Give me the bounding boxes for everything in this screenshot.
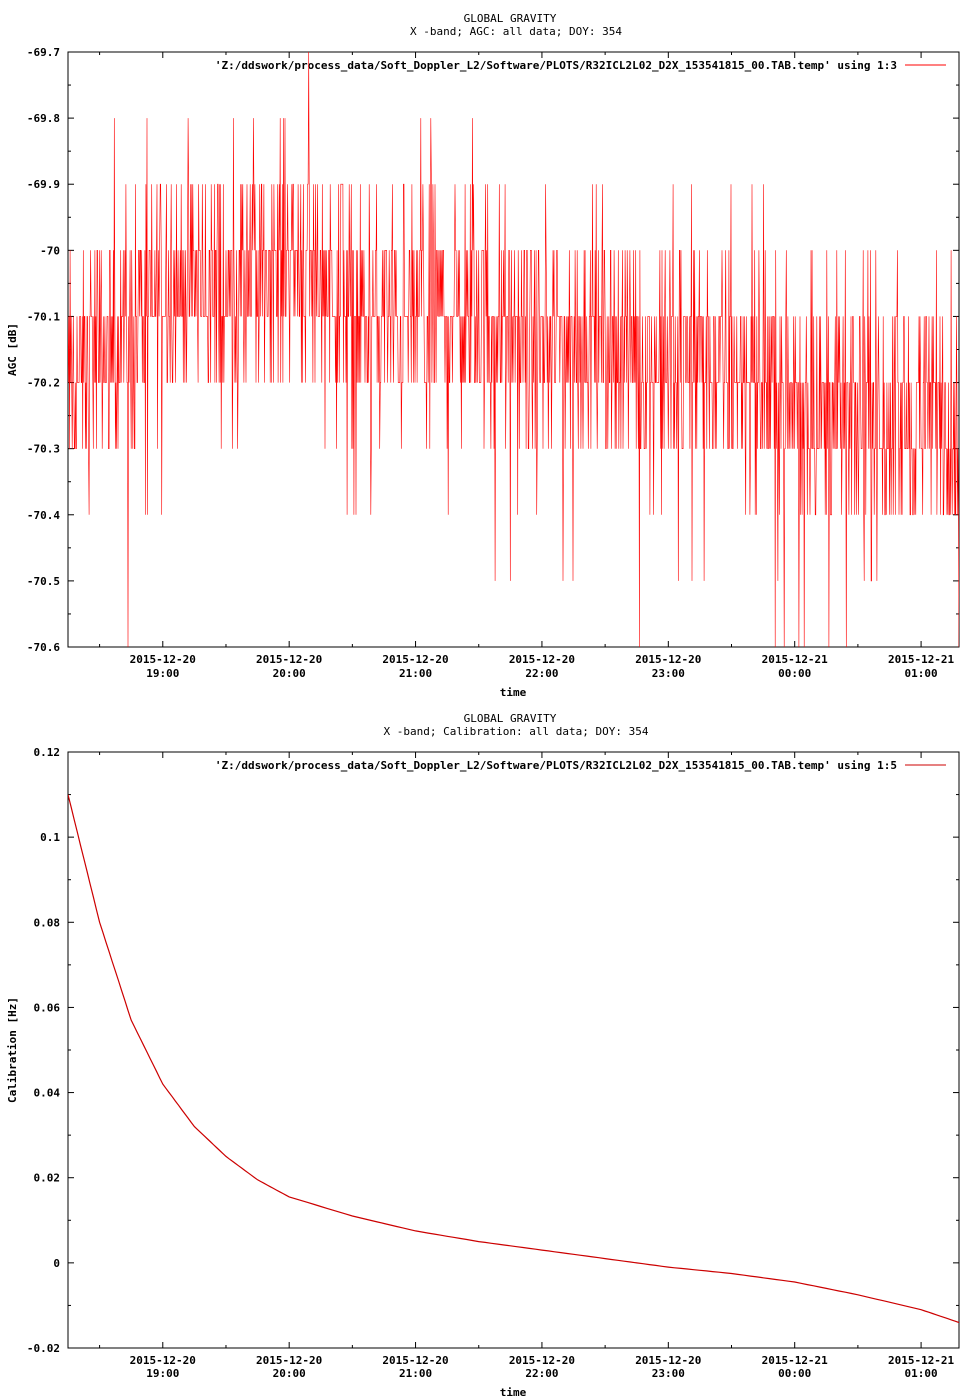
y-tick-label: 0.02: [34, 1172, 61, 1185]
legend-label: 'Z:/ddswork/process_data/Soft_Doppler_L2…: [215, 759, 897, 772]
x-tick-time: 21:00: [399, 667, 432, 680]
y-tick-label: -70.1: [27, 310, 60, 323]
x-tick-time: 23:00: [652, 1367, 685, 1380]
x-tick-time: 23:00: [652, 667, 685, 680]
y-tick-label: 0.08: [34, 916, 61, 929]
x-tick-date: 2015-12-21: [888, 653, 955, 666]
x-tick-date: 2015-12-20: [256, 1354, 322, 1367]
chart-subtitle: X -band; AGC: all data; DOY: 354: [410, 25, 622, 38]
y-tick-label: -0.02: [27, 1342, 60, 1355]
chart-title: GLOBAL GRAVITY: [464, 712, 557, 725]
x-tick-date: 2015-12-20: [130, 653, 196, 666]
x-axis-label: time: [500, 1386, 527, 1399]
x-tick-time: 22:00: [525, 667, 558, 680]
y-axis-label: AGC [dB]: [6, 323, 19, 376]
y-tick-label: -69.7: [27, 46, 60, 59]
y-tick-label: -70.6: [27, 641, 60, 654]
x-tick-date: 2015-12-20: [509, 1354, 575, 1367]
y-tick-label: -70.2: [27, 377, 60, 390]
x-tick-date: 2015-12-20: [382, 1354, 448, 1367]
y-tick-label: 0: [53, 1257, 60, 1270]
series-line: [68, 794, 959, 1324]
legend-label: 'Z:/ddswork/process_data/Soft_Doppler_L2…: [215, 59, 897, 72]
x-tick-time: 01:00: [905, 1367, 938, 1380]
x-tick-date: 2015-12-21: [762, 653, 829, 666]
x-tick-time: 19:00: [146, 1367, 179, 1380]
plot-frame: [67, 751, 960, 1349]
y-tick-label: -70.5: [27, 575, 60, 588]
x-tick-date: 2015-12-21: [888, 1354, 955, 1367]
x-tick-time: 00:00: [778, 667, 811, 680]
chart-subtitle: X -band; Calibration: all data; DOY: 354: [384, 725, 649, 738]
x-tick-date: 2015-12-20: [256, 653, 322, 666]
y-tick-label: -69.9: [27, 178, 60, 191]
x-tick-date: 2015-12-20: [635, 653, 701, 666]
x-tick-time: 19:00: [146, 667, 179, 680]
x-tick-date: 2015-12-20: [382, 653, 448, 666]
x-axis-label: time: [500, 686, 527, 699]
y-tick-label: 0.1: [40, 831, 60, 844]
series-line: [68, 52, 959, 647]
y-tick-label: -70.4: [27, 509, 60, 522]
x-tick-date: 2015-12-20: [130, 1354, 196, 1367]
y-tick-label: -70: [40, 244, 60, 257]
x-tick-time: 22:00: [525, 1367, 558, 1380]
y-tick-label: -69.8: [27, 112, 60, 125]
y-tick-label: -70.3: [27, 443, 60, 456]
x-tick-time: 20:00: [273, 667, 306, 680]
y-tick-label: 0.12: [34, 746, 61, 759]
x-tick-date: 2015-12-21: [762, 1354, 829, 1367]
x-tick-time: 00:00: [778, 1367, 811, 1380]
x-tick-date: 2015-12-20: [635, 1354, 701, 1367]
x-tick-time: 01:00: [905, 667, 938, 680]
y-tick-label: 0.06: [34, 1001, 61, 1014]
y-tick-label: 0.04: [34, 1087, 61, 1100]
x-tick-date: 2015-12-20: [509, 653, 575, 666]
chart-title: GLOBAL GRAVITY: [464, 12, 557, 25]
x-tick-time: 21:00: [399, 1367, 432, 1380]
x-tick-time: 20:00: [273, 1367, 306, 1380]
y-axis-label: Calibration [Hz]: [6, 997, 19, 1103]
